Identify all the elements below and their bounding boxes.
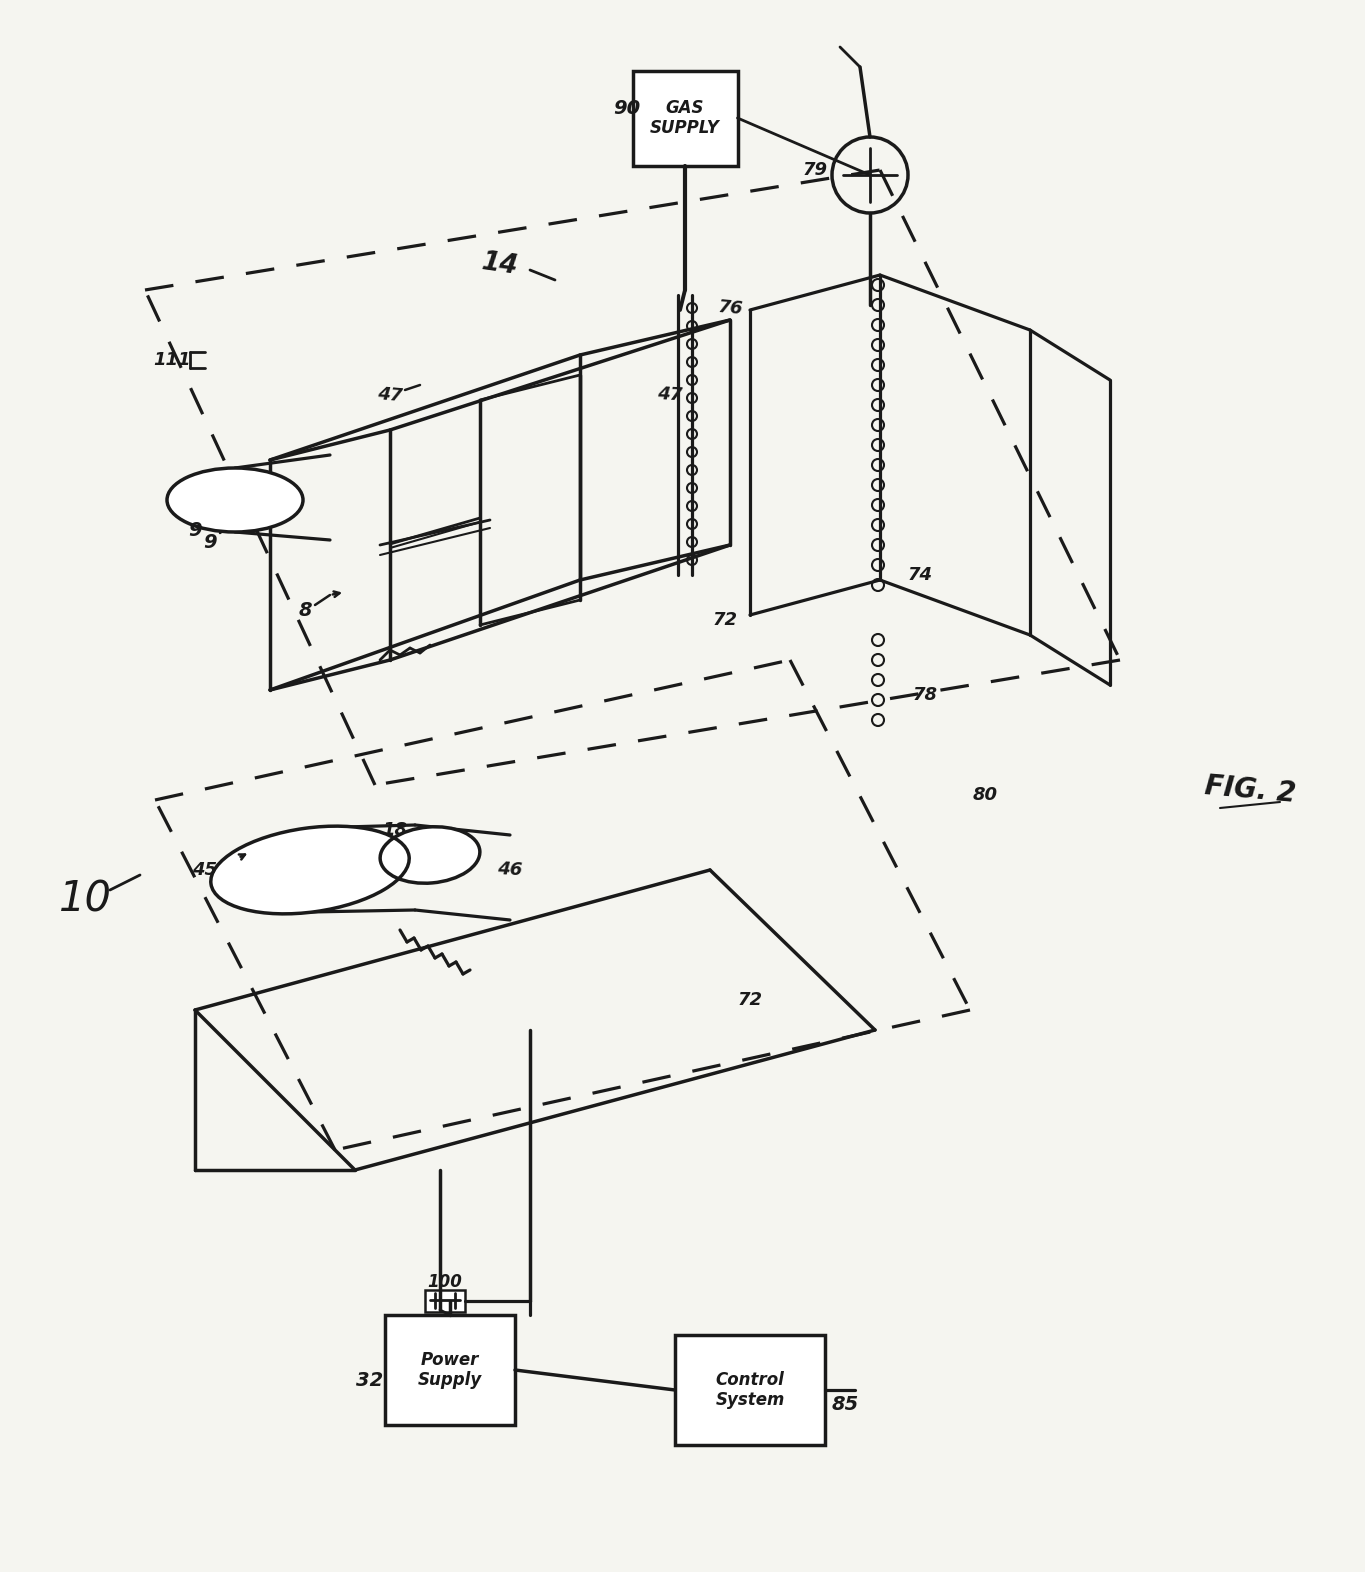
- Bar: [425, 1291, 465, 1313]
- Ellipse shape: [379, 827, 480, 883]
- Text: 72: 72: [713, 612, 737, 629]
- Text: 10: 10: [59, 879, 112, 921]
- Text: 14: 14: [480, 250, 520, 280]
- Text: 76: 76: [717, 299, 743, 318]
- Text: GAS
SUPPLY: GAS SUPPLY: [650, 99, 719, 137]
- Text: Control
System: Control System: [715, 1371, 785, 1410]
- Ellipse shape: [210, 827, 410, 913]
- Text: 79: 79: [803, 160, 827, 179]
- Ellipse shape: [167, 468, 303, 531]
- Text: 47: 47: [377, 385, 403, 406]
- Bar: [676, 1335, 824, 1445]
- Text: 74: 74: [908, 566, 932, 585]
- Text: 9: 9: [203, 533, 217, 552]
- Text: 80: 80: [972, 786, 998, 803]
- Text: 9: 9: [188, 520, 202, 539]
- Text: 47: 47: [657, 385, 682, 404]
- Text: 78: 78: [912, 685, 938, 704]
- Text: 32: 32: [356, 1371, 384, 1390]
- Text: 100: 100: [427, 1273, 463, 1291]
- Bar: [632, 71, 737, 165]
- Text: 111: 111: [153, 351, 191, 369]
- Text: FIG. 2: FIG. 2: [1203, 772, 1297, 808]
- Bar: [385, 1316, 515, 1424]
- Text: 90: 90: [613, 99, 640, 118]
- Text: Power
Supply: Power Supply: [418, 1350, 482, 1390]
- Text: 18: 18: [382, 821, 408, 839]
- Text: 45: 45: [192, 861, 217, 879]
- Text: 46: 46: [497, 860, 523, 880]
- Text: 85: 85: [831, 1396, 859, 1415]
- Text: 8: 8: [298, 601, 311, 619]
- Text: 72: 72: [737, 990, 763, 1009]
